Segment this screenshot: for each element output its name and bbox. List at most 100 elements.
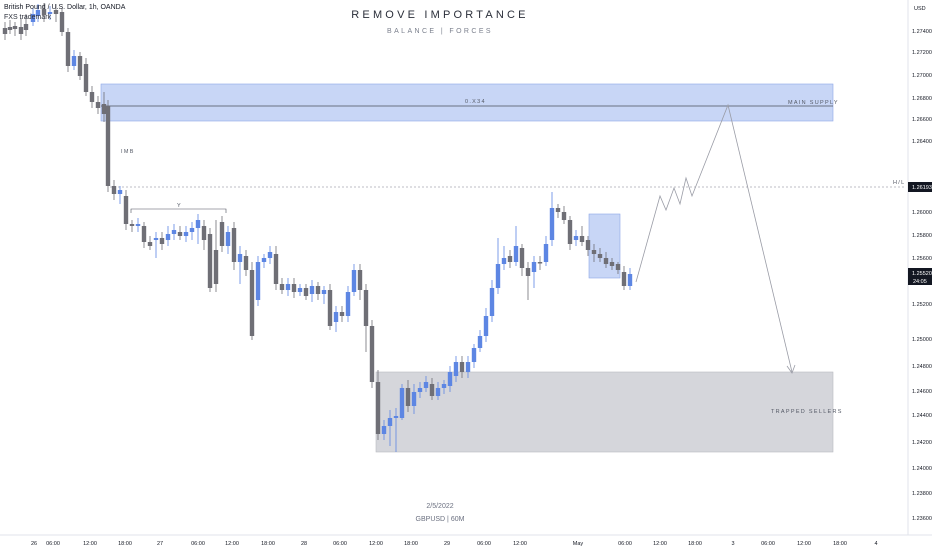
hl-label: H/L	[893, 180, 905, 186]
bearish-candle	[507, 256, 513, 262]
bearish-candle	[201, 226, 207, 240]
bearish-candle	[609, 262, 615, 266]
bearish-candle	[101, 104, 107, 114]
price-axis-label: 1.27000	[912, 73, 932, 79]
bearish-candle	[273, 254, 279, 284]
current-price-timer: 24:05	[913, 279, 927, 285]
bullish-candle	[267, 252, 273, 258]
bullish-candle	[321, 290, 327, 294]
bullish-candle	[477, 336, 483, 348]
time-axis-label: 18:00	[404, 541, 418, 547]
bearish-candle	[105, 106, 111, 186]
time-axis-label: 28	[301, 541, 307, 547]
bearish-candle	[231, 228, 237, 262]
bearish-candle	[339, 312, 345, 316]
bearish-candle	[615, 264, 621, 270]
bearish-candle	[53, 10, 59, 14]
price-axis-label: 1.25800	[912, 233, 932, 239]
bullish-candle	[189, 228, 195, 232]
time-axis-label: 18:00	[118, 541, 132, 547]
candles	[2, 3, 633, 452]
bearish-candle	[591, 250, 597, 254]
level-label-x34: 0.X34	[465, 99, 486, 105]
time-axis-label: 18:00	[261, 541, 275, 547]
bullish-candle	[297, 288, 303, 292]
bullish-candle	[417, 388, 423, 392]
bullish-candle	[495, 264, 501, 288]
bullish-candle	[435, 388, 441, 396]
bearish-candle	[327, 290, 333, 326]
main-supply-label: MAIN SUPPLY	[788, 100, 839, 106]
bearish-candle	[213, 250, 219, 284]
bearish-candle	[249, 270, 255, 336]
bearish-candle	[111, 186, 117, 194]
bearish-candle	[12, 26, 18, 29]
price-axis-label: 1.24600	[912, 389, 932, 395]
time-axis-label: 12:00	[225, 541, 239, 547]
bullish-candle	[393, 416, 399, 418]
bearish-candle	[537, 262, 543, 264]
bullish-candle	[513, 246, 519, 262]
bearish-candle	[369, 326, 375, 382]
bearish-candle	[243, 256, 249, 270]
time-axis-label: 27	[157, 541, 163, 547]
current-price-marker	[908, 268, 932, 285]
bearish-candle	[95, 102, 101, 108]
bullish-candle	[261, 258, 267, 262]
bullish-candle	[387, 418, 393, 426]
time-axis-label: 18:00	[688, 541, 702, 547]
bullish-candle	[453, 362, 459, 376]
time-axis-label: 26	[31, 541, 37, 547]
hl-price-marker-text: 1.26193	[912, 185, 932, 191]
bearish-candle	[303, 288, 309, 296]
price-axis-currency: USD	[914, 6, 926, 12]
bullish-candle	[135, 224, 141, 226]
price-axis-labels[interactable]: 1.27400 1.27200 1.27000 1.26800 1.26600 1.264…	[912, 29, 932, 522]
time-axis-label: 12:00	[83, 541, 97, 547]
footer-pair: GBPUSD | 60M	[415, 516, 465, 523]
time-axis-label: 29	[444, 541, 450, 547]
bearish-candle	[291, 284, 297, 292]
bullish-candle	[47, 12, 53, 14]
time-axis-label: 06:00	[761, 541, 775, 547]
time-axis-label: 12:00	[369, 541, 383, 547]
bullish-candle	[441, 384, 447, 388]
bearish-candle	[597, 254, 603, 258]
bearish-candle	[519, 248, 525, 268]
bullish-candle	[153, 238, 159, 240]
bullish-candle	[225, 232, 231, 246]
bearish-candle	[561, 212, 567, 220]
time-axis-label: 06:00	[477, 541, 491, 547]
small-y-label: Y	[177, 203, 182, 209]
bearish-candle	[315, 286, 321, 294]
bullish-candle	[195, 220, 201, 228]
bullish-candle	[285, 284, 291, 290]
bullish-candle	[345, 292, 351, 316]
time-axis-label: 06:00	[618, 541, 632, 547]
time-axis-labels[interactable]: 26 06:00 12:00 18:00 27 06:00 12:00 18:00 28 06:0…	[31, 541, 878, 547]
bearish-candle	[555, 208, 561, 212]
bearish-candle	[141, 226, 147, 242]
bullish-candle	[171, 230, 177, 234]
price-axis-label: 1.24800	[912, 364, 932, 370]
bearish-candle	[159, 238, 165, 244]
bullish-candle	[351, 270, 357, 292]
price-axis-label: 1.26600	[912, 117, 932, 123]
projection-arrowhead	[786, 364, 796, 374]
bearish-candle	[123, 196, 129, 224]
time-axis-label: 18:00	[833, 541, 847, 547]
price-axis-label: 1.27400	[912, 29, 932, 35]
idea-subtitle: BALANCE | FORCES	[387, 28, 493, 35]
bullish-candle	[309, 286, 315, 294]
bullish-candle	[381, 426, 387, 434]
price-axis-label: 1.24200	[912, 440, 932, 446]
bullish-candle	[333, 312, 339, 322]
time-axis-label: 12:00	[513, 541, 527, 547]
bullish-candle	[117, 190, 123, 194]
bullish-candle	[255, 262, 261, 300]
price-axis-label: 1.25000	[912, 337, 932, 343]
footer-date: 2/5/2022	[426, 503, 454, 510]
bullish-candle	[399, 388, 405, 418]
bullish-candle	[471, 348, 477, 362]
